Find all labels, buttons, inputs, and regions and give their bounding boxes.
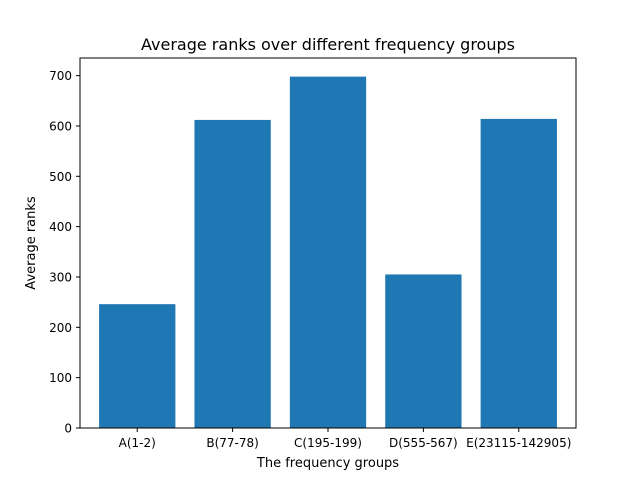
bar-2 (289, 76, 367, 428)
y-tick-label-5: 500 (49, 170, 72, 184)
x-tick-label-2: C(195-199) (294, 436, 362, 450)
y-tick-label-4: 400 (49, 220, 72, 234)
y-tick-label-6: 600 (49, 119, 72, 133)
y-axis-label: Average ranks (24, 196, 39, 290)
bar-3 (385, 274, 462, 428)
bar-1 (194, 119, 271, 429)
x-tick-label-3: D(555-567) (389, 436, 458, 450)
y-tick-label-2: 200 (49, 321, 72, 335)
chart-title: Average ranks over different frequency g… (141, 35, 515, 54)
x-tick-label-1: B(77-78) (206, 436, 258, 450)
y-axis: 0 100 200 300 400 500 600 700 (49, 69, 80, 436)
y-tick-label-0: 0 (64, 422, 72, 436)
bar-0 (99, 304, 176, 428)
x-axis: A(1-2) B(77-78) C(195-199) D(555-567) E(2311… (119, 428, 571, 450)
bars-group (99, 76, 557, 429)
x-tick-label-4: E(23115-142905) (466, 436, 571, 450)
bar-4 (480, 118, 557, 428)
y-tick-label-3: 300 (49, 270, 72, 284)
y-tick-label-7: 700 (49, 69, 72, 83)
y-tick-label-1: 100 (49, 371, 72, 385)
x-tick-label-0: A(1-2) (119, 436, 156, 450)
x-axis-label: The frequency groups (256, 456, 399, 471)
